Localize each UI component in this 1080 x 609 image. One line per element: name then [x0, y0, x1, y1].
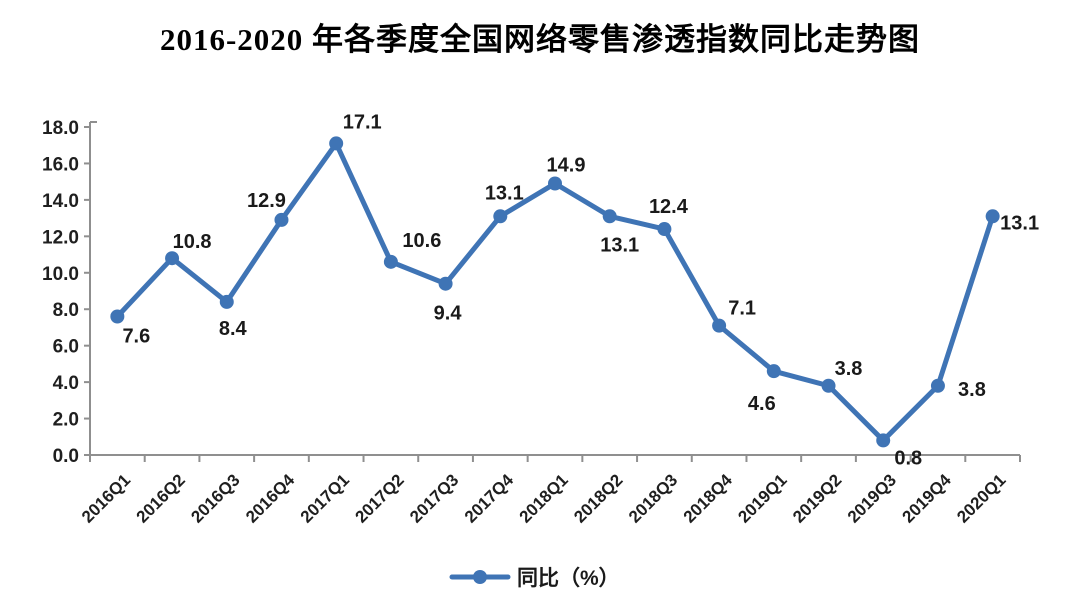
- chart-title: 2016-2020 年各季度全国网络零售渗透指数同比走势图: [159, 22, 921, 57]
- y-axis-tick-label: 12.0: [42, 227, 79, 248]
- data-point-marker: [930, 378, 945, 393]
- y-axis-tick-label: 0.0: [53, 446, 79, 467]
- x-axis-tick-label: 2016Q1: [78, 470, 134, 526]
- data-point-label: 13.1: [1000, 212, 1039, 234]
- data-point-label: 3.8: [835, 358, 863, 380]
- legend-label: 同比（%）: [517, 566, 620, 590]
- y-axis-tick-label: 2.0: [53, 410, 79, 431]
- data-point-marker: [274, 212, 289, 227]
- x-axis-tick-label: 2019Q4: [899, 470, 956, 527]
- x-axis-tick-label: 2016Q3: [187, 470, 243, 526]
- data-point-marker: [876, 433, 891, 448]
- data-point-marker: [548, 176, 562, 191]
- data-point-marker: [493, 209, 508, 224]
- data-point-marker: [438, 276, 453, 291]
- data-point-label: 8.4: [219, 318, 248, 340]
- x-axis-tick-label: 2018Q3: [625, 470, 681, 526]
- x-axis-tick-label: 2017Q1: [297, 470, 353, 526]
- data-point-marker: [165, 251, 180, 266]
- data-point-label: 10.6: [402, 230, 441, 252]
- x-axis-tick-label: 2017Q3: [406, 470, 462, 526]
- data-point-marker: [712, 318, 727, 333]
- x-axis-tick-label: 2019Q1: [734, 470, 790, 526]
- data-point-marker: [766, 364, 781, 379]
- data-point-marker: [602, 209, 617, 224]
- legend: 同比（%）: [449, 566, 620, 590]
- x-axis-tick-label: 2017Q4: [461, 470, 518, 527]
- y-axis-tick-label: 6.0: [53, 337, 79, 358]
- data-point-marker: [110, 309, 125, 324]
- y-axis-tick-label: 14.0: [42, 191, 79, 212]
- data-point-label: 17.1: [343, 111, 382, 133]
- data-point-label: 0.8: [894, 447, 922, 469]
- y-axis-tick-label: 4.0: [53, 373, 79, 394]
- x-axis-tick-label: 2018Q4: [680, 470, 737, 527]
- x-axis-tick-label: 2016Q2: [133, 470, 189, 526]
- y-axis-tick-label: 8.0: [53, 300, 79, 321]
- y-axis-tick-label: 16.0: [42, 154, 79, 175]
- x-axis-tick-label: 2019Q2: [789, 470, 845, 526]
- data-point-marker: [383, 254, 398, 269]
- data-point-label: 14.9: [547, 154, 586, 176]
- data-point-label: 12.9: [247, 190, 286, 212]
- x-axis-tick-label: 2017Q2: [351, 470, 407, 526]
- y-axis-tick-label: 10.0: [42, 264, 79, 285]
- x-axis-tick-label: 2019Q3: [844, 470, 900, 526]
- data-point-label: 9.4: [434, 303, 463, 325]
- x-axis-tick-label: 2018Q2: [570, 470, 626, 526]
- x-axis-tick-label: 2016Q4: [242, 470, 299, 527]
- x-axis-tick-label: 2020Q1: [953, 470, 1009, 526]
- data-point-label: 13.1: [485, 182, 524, 204]
- data-point-label: 3.8: [958, 379, 986, 401]
- data-point-label: 12.4: [649, 196, 689, 218]
- data-point-label: 13.1: [600, 234, 639, 256]
- data-point-marker: [219, 294, 234, 309]
- data-point-marker: [657, 222, 672, 237]
- data-point-label: 4.6: [748, 393, 776, 415]
- data-point-label: 7.1: [728, 298, 756, 320]
- data-point-label: 7.6: [122, 326, 150, 348]
- data-point-marker: [329, 136, 344, 151]
- legend-marker-icon: [473, 570, 487, 584]
- data-point-label: 10.8: [173, 231, 212, 253]
- y-axis-tick-label: 18.0: [42, 118, 79, 139]
- data-point-marker: [821, 378, 836, 393]
- data-point-marker: [985, 209, 1000, 224]
- x-axis-tick-label: 2018Q1: [516, 470, 572, 526]
